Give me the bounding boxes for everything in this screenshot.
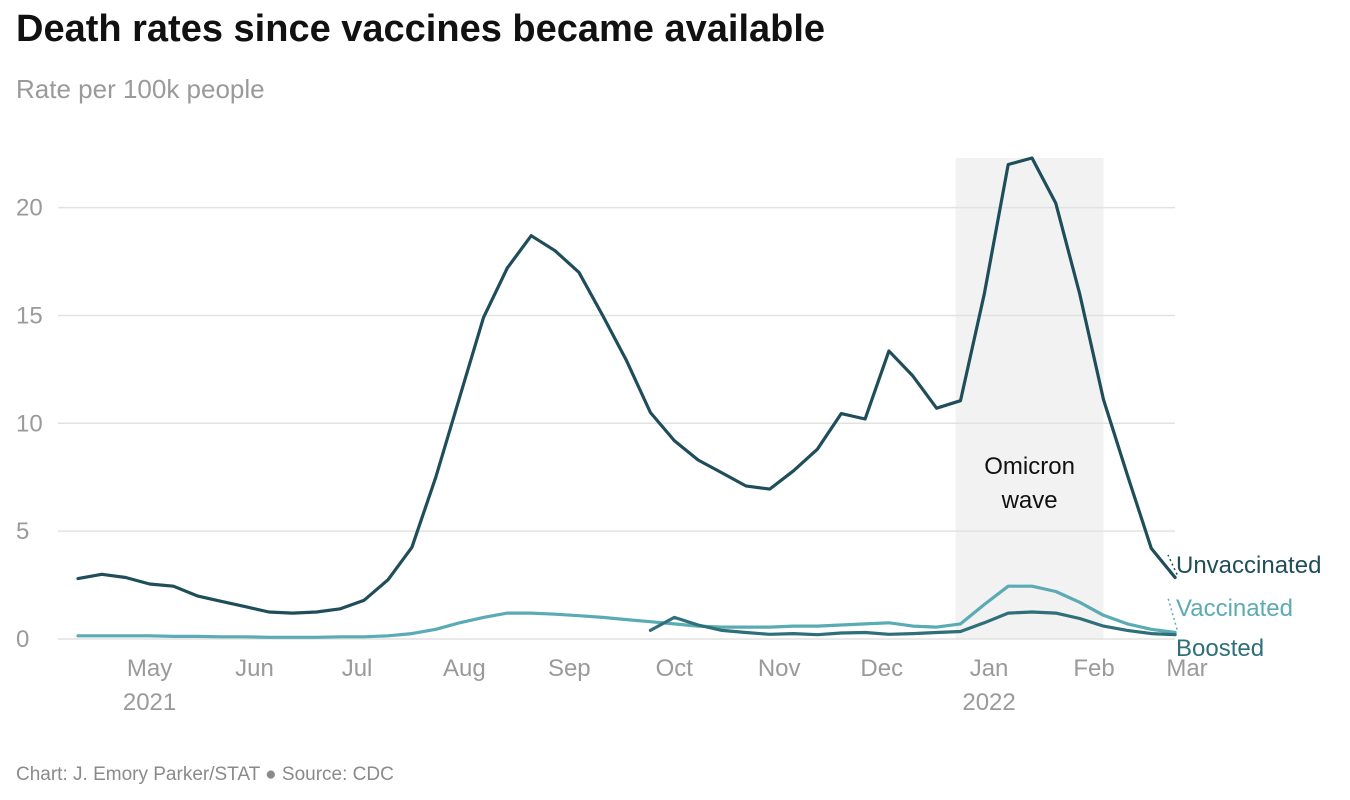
x-tick-label: Feb [1073, 655, 1114, 682]
x-tick-year: 2021 [123, 689, 176, 716]
x-tick-label: May [127, 655, 172, 682]
chart-credit: Chart: J. Emory Parker/STAT ● Source: CD… [16, 764, 394, 785]
y-tick-label: 10 [16, 410, 43, 437]
x-tick-label: Mar [1166, 655, 1207, 682]
omicron-label-wave: wave [1001, 487, 1058, 514]
x-tick-year: 2022 [962, 689, 1015, 716]
series-line-unvaccinated [76, 156, 1177, 615]
series-leader-unvaccinated [1167, 554, 1178, 575]
series-label-boosted: Boosted [1176, 635, 1264, 662]
series-label-unvaccinated: Unvaccinated [1176, 552, 1321, 579]
x-tick-label: Sep [548, 655, 591, 682]
line-chart: 0 5 10 15 20 May 2021 Jun Jul Aug Sep Oct Nov Dec Jan 2… [16, 156, 1321, 716]
y-tick-label: 20 [16, 195, 43, 222]
x-tick-label: Nov [758, 655, 801, 682]
series-label-vaccinated: Vaccinated [1176, 595, 1293, 622]
series-leader-vaccinated [1167, 597, 1178, 630]
x-tick-label: Jun [235, 655, 274, 682]
series-line-vaccinated [76, 584, 1177, 639]
y-tick-label: 15 [16, 302, 43, 329]
omicron-wave-band [955, 158, 1104, 639]
x-tick-label: Jan [970, 655, 1009, 682]
y-tick-label: 0 [16, 626, 29, 653]
y-tick-label: 5 [16, 518, 29, 545]
omicron-label: Omicron [984, 453, 1075, 480]
chart-subtitle: Rate per 100k people [16, 74, 265, 104]
x-tick-label: Dec [860, 655, 903, 682]
chart-title: Death rates since vaccines became availa… [16, 8, 826, 50]
x-tick-label: Aug [443, 655, 486, 682]
x-tick-label: Jul [342, 655, 373, 682]
series-line-boosted [648, 610, 1177, 637]
x-tick-label: Oct [656, 655, 694, 682]
